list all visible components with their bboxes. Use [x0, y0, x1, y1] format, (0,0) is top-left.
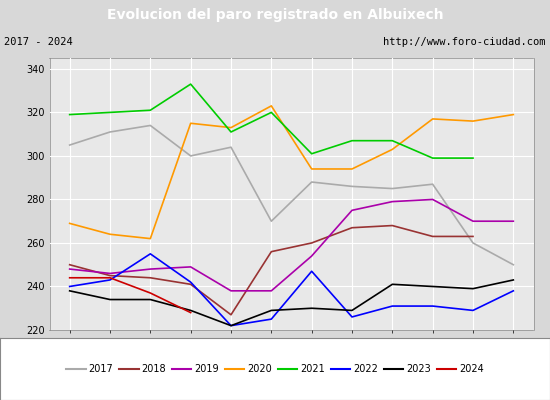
Legend: 2017, 2018, 2019, 2020, 2021, 2022, 2023, 2024: 2017, 2018, 2019, 2020, 2021, 2022, 2023… — [63, 361, 487, 377]
Text: 2017 - 2024: 2017 - 2024 — [4, 37, 73, 47]
Text: http://www.foro-ciudad.com: http://www.foro-ciudad.com — [383, 37, 546, 47]
Text: Evolucion del paro registrado en Albuixech: Evolucion del paro registrado en Albuixe… — [107, 8, 443, 22]
